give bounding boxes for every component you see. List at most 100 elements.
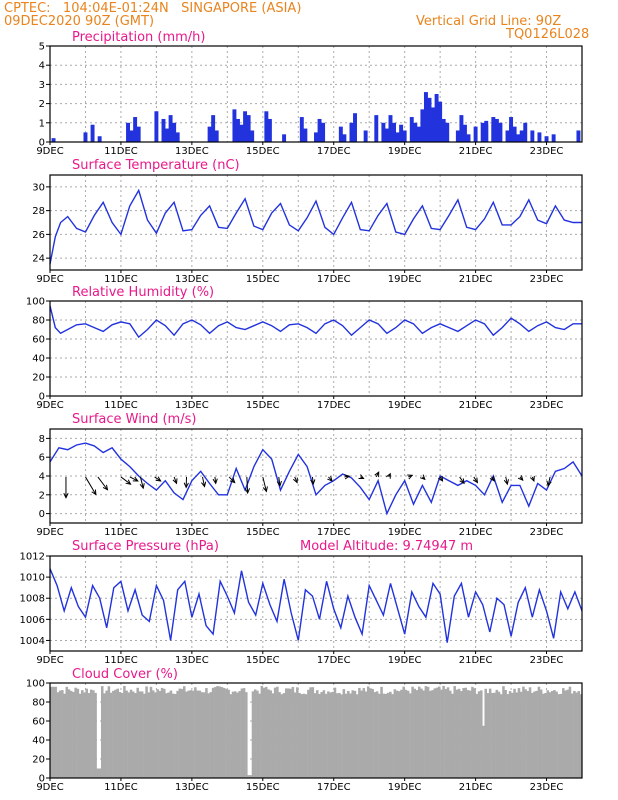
x-tick-label: 9DEC <box>36 655 63 666</box>
cloud-bar <box>236 692 239 778</box>
wind-arrow <box>85 476 97 496</box>
cloud-bar <box>225 688 228 778</box>
x-tick-label: 19DEC <box>388 527 422 538</box>
cloud-bar <box>120 692 124 778</box>
cloud-bar <box>495 689 499 778</box>
cloud-bar <box>287 688 290 778</box>
cloud-bar <box>493 692 496 778</box>
cloud-bar <box>449 690 452 778</box>
cloud-bar <box>515 692 519 778</box>
wind-arrow <box>97 476 109 491</box>
cloud-bar <box>364 691 368 778</box>
cloud-bar <box>358 687 361 778</box>
cloud-bar <box>89 689 93 778</box>
series-line <box>49 442 583 516</box>
x-tick-label: 17DEC <box>317 274 351 285</box>
cloud-bar <box>506 694 510 778</box>
cloud-bar <box>375 691 379 778</box>
x-tick-label: 21DEC <box>459 400 493 411</box>
y-tick-label: 80 <box>32 316 45 327</box>
cloud-bar <box>151 690 155 778</box>
cloud-bar <box>528 687 532 778</box>
cloud-bar <box>58 690 62 778</box>
cloud-bar <box>559 693 563 778</box>
cloud-bar <box>147 692 151 778</box>
cloud-bar <box>307 689 310 778</box>
cloud-bar <box>508 691 512 778</box>
precip-bar <box>317 118 322 142</box>
cloud-bar <box>145 686 148 778</box>
x-tick-label: 15DEC <box>246 274 280 285</box>
cloud-bar <box>163 688 166 778</box>
precip-bar <box>321 122 326 142</box>
precip-bar <box>83 132 88 142</box>
cloud-bar <box>426 686 430 778</box>
y-tick-label: 1012 <box>20 552 45 563</box>
wind-arrow <box>63 476 69 499</box>
y-tick-label: 8 <box>39 434 45 445</box>
cloud-bar <box>300 694 303 778</box>
precip-bar <box>395 132 400 142</box>
wind-arrow <box>212 476 218 485</box>
cloud-bar <box>231 691 235 778</box>
cloud-bar <box>240 688 244 778</box>
y-tick-label: 28 <box>32 206 45 217</box>
precip-bar <box>207 126 212 142</box>
panel-frame <box>49 682 583 779</box>
precip-bar <box>505 130 510 142</box>
panel-title: Cloud Cover (%) <box>72 667 178 682</box>
y-tick-label: 80 <box>32 698 45 709</box>
x-tick-label: 9DEC <box>36 146 63 157</box>
cloud-bar <box>491 692 494 778</box>
wind-arrow <box>139 476 145 490</box>
cloud-bar <box>417 686 421 778</box>
cloud-bar <box>304 694 308 778</box>
cloud-bar <box>265 686 268 778</box>
precip-bar <box>314 132 318 142</box>
cloud-bar <box>324 693 328 778</box>
cloud-bar <box>486 693 490 778</box>
cloud-bar <box>335 693 339 778</box>
cloud-bar <box>242 688 246 778</box>
panel-5: 0 20 40 60 80 100 9DEC 11DEC 13DEC 15DEC 17DEC 19DE… <box>26 667 583 793</box>
cloud-bar <box>382 693 386 778</box>
precip-bar <box>576 130 581 142</box>
panel-title: Surface Wind (m/s) <box>72 412 196 427</box>
cloud-bar <box>460 691 463 778</box>
wind-arrow <box>517 475 524 482</box>
cloud-bar <box>440 689 443 778</box>
cloud-bar <box>320 692 323 778</box>
precip-bar <box>126 122 130 142</box>
series-line <box>49 568 583 643</box>
cloud-bar <box>533 691 536 778</box>
wind-arrow <box>154 476 162 482</box>
y-tick-label: 0 <box>39 392 45 403</box>
cloud-bar <box>373 692 377 778</box>
precip-bar <box>342 134 347 142</box>
precip-bar <box>423 92 428 142</box>
cloud-bar <box>202 692 206 778</box>
precip-bar <box>420 109 425 142</box>
cloud-bar <box>429 690 432 778</box>
precip-bar <box>250 130 255 142</box>
cloud-bar <box>140 691 144 778</box>
cloud-bar <box>544 693 547 778</box>
cloud-bar <box>116 688 120 778</box>
precip-bar <box>90 124 95 142</box>
x-tick-label: 17DEC <box>317 655 351 666</box>
wind-arrow <box>407 474 414 480</box>
cloud-bar <box>154 692 157 778</box>
x-tick-label: 19DEC <box>388 400 422 411</box>
cloud-bar <box>568 686 572 778</box>
cloud-bar <box>371 688 374 778</box>
panel-title: Precipitation (mm/h) <box>72 30 205 45</box>
x-tick-label: 9DEC <box>36 400 63 411</box>
header-line-1: CPTEC: 104:04E-01:24N SINGAPORE (ASIA) <box>4 1 302 16</box>
cloud-bar <box>245 692 248 778</box>
cloud-bar <box>351 690 354 778</box>
cloud-bar <box>531 692 534 778</box>
cloud-bar <box>87 693 91 778</box>
wind-arrow <box>327 475 333 482</box>
cloud-bar <box>169 690 173 778</box>
x-tick-label: 23DEC <box>530 274 564 285</box>
